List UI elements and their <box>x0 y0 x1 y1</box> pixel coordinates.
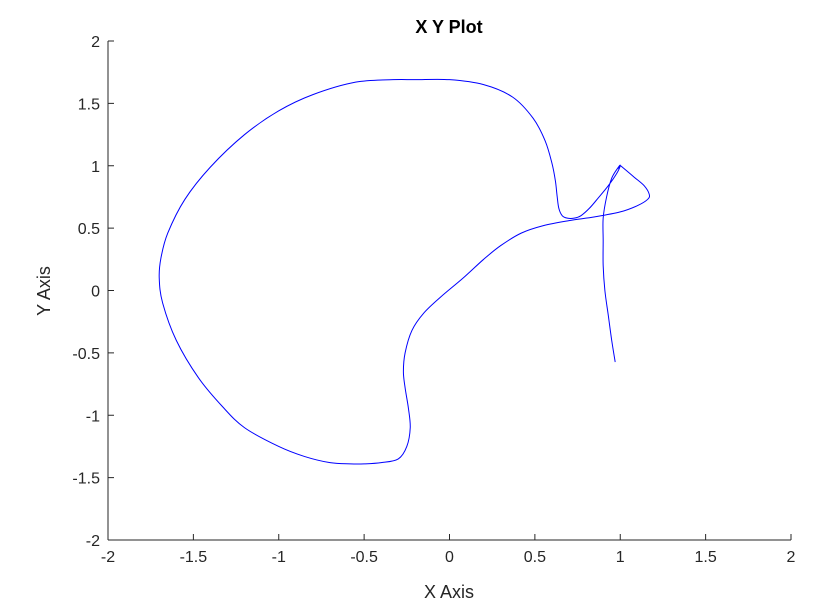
y-axis-label: Y Axis <box>34 266 54 316</box>
y-tick-label: -0.5 <box>72 346 100 363</box>
x-tick-label: -1 <box>272 549 286 566</box>
x-axis-label: X Axis <box>424 582 474 602</box>
x-tick-label: 1.5 <box>695 549 717 566</box>
x-tick-label: 0 <box>445 549 454 566</box>
x-tick-label: 0.5 <box>524 549 546 566</box>
series-line-trajectory <box>158 78 651 465</box>
y-tick-label: 2 <box>91 34 100 51</box>
y-tick-label: -2 <box>86 533 100 550</box>
y-tick-label: 1 <box>91 159 100 176</box>
y-tick-label: -1 <box>86 408 100 425</box>
y-tick-label: 0.5 <box>78 221 100 238</box>
x-tick-label: -0.5 <box>350 549 378 566</box>
x-tick-label: -2 <box>101 549 115 566</box>
x-tick-label: 1 <box>616 549 625 566</box>
y-tick-label: 1.5 <box>78 96 100 113</box>
chart-title: X Y Plot <box>415 17 482 37</box>
x-tick-label: 2 <box>787 549 796 566</box>
y-tick-label: -1.5 <box>72 471 100 488</box>
y-tick-label: 0 <box>91 284 100 301</box>
x-tick-label: -1.5 <box>180 549 208 566</box>
